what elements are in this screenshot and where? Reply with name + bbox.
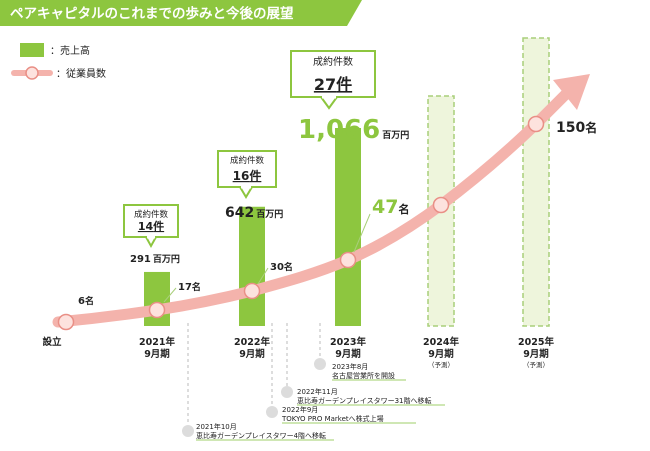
x-tick-note-y2024: （予測） bbox=[428, 360, 454, 369]
contracts-value-y2021: 14件 bbox=[138, 219, 164, 233]
x-tick-y2024: 2024年 bbox=[423, 336, 459, 348]
employee-label-leader bbox=[163, 287, 177, 303]
employee-line-arrowhead bbox=[553, 74, 590, 110]
x-tick-sub-y2021: 9月期 bbox=[144, 348, 170, 360]
contracts-callout-y2023: 成約件数 27件 bbox=[290, 50, 376, 110]
x-tick-y2021: 2021年 bbox=[139, 336, 175, 348]
employee-label-y2022: 30名 bbox=[270, 261, 293, 273]
event-dot bbox=[182, 425, 194, 437]
contracts-callout-y2022: 成約件数 16件 bbox=[217, 150, 277, 199]
employee-marker-y2021 bbox=[148, 301, 166, 319]
event-dot bbox=[266, 406, 278, 418]
x-tick-y2023: 2023年 bbox=[330, 336, 366, 348]
event-date: 2022年9月 bbox=[282, 405, 318, 414]
employee-label-y2025: 150名 bbox=[556, 120, 597, 136]
employee-label-y2021: 17名 bbox=[178, 281, 201, 293]
employee-line-layer bbox=[52, 74, 590, 331]
sales-label-y2023: 1,066 百万円 bbox=[298, 115, 409, 145]
legend: ：売上高 ：従業員数 bbox=[11, 43, 106, 80]
employee-label-est: 6名 bbox=[78, 295, 94, 307]
event-dot bbox=[281, 386, 293, 398]
bar-sales-forecast-y2025 bbox=[522, 37, 550, 327]
contracts-title: 成約件数 bbox=[313, 55, 353, 68]
contracts-value-y2022: 16件 bbox=[233, 168, 262, 183]
event-text: 名古屋営業所を開設 bbox=[332, 371, 395, 380]
employee-marker-est bbox=[57, 313, 75, 331]
event-text: TOKYO PRO Marketへ株式上場 bbox=[281, 414, 384, 423]
title-banner: ペアキャピタルのこれまでの歩みと今後の展望 bbox=[0, 0, 362, 26]
employee-marker-y2025 bbox=[527, 115, 545, 133]
legend-label-employees: ：従業員数 bbox=[56, 67, 106, 80]
events-layer: 2023年8月名古屋営業所を開設2022年11月恵比寿ガーデンプレイスタワー31… bbox=[182, 323, 445, 441]
x-tick-y2025: 2025年 bbox=[518, 336, 554, 348]
x-tick-est: 設立 bbox=[42, 336, 62, 348]
contracts-title: 成約件数 bbox=[134, 209, 169, 220]
event-text: 恵比寿ガーデンプレイスタワー4階へ移転 bbox=[196, 431, 326, 440]
event-text: 恵比寿ガーデンプレイスタワー31階へ移転 bbox=[297, 396, 432, 405]
employee-label-y2023: 47名 bbox=[372, 196, 409, 218]
legend-swatch-employees-marker bbox=[25, 66, 39, 80]
event-date: 2021年10月 bbox=[196, 422, 237, 431]
bar-sales-y2022 bbox=[239, 206, 265, 326]
event-date: 2022年11月 bbox=[297, 387, 338, 396]
contracts-title: 成約件数 bbox=[230, 155, 265, 166]
event-dot bbox=[314, 358, 326, 370]
chart-title: ペアキャピタルのこれまでの歩みと今後の展望 bbox=[10, 5, 294, 22]
contracts-value-y2023: 27件 bbox=[314, 75, 352, 94]
employee-label-leader bbox=[353, 213, 371, 253]
legend-label-sales: ：売上高 bbox=[50, 44, 90, 57]
sales-label-y2022: 642 百万円 bbox=[225, 205, 283, 221]
bars-layer bbox=[144, 37, 550, 327]
employee-marker-y2023 bbox=[339, 251, 357, 269]
x-tick-note-y2025: （予測） bbox=[523, 360, 549, 369]
legend-swatch-sales bbox=[20, 43, 44, 57]
x-tick-sub-y2024: 9月期 bbox=[428, 348, 454, 360]
x-tick-sub-y2023: 9月期 bbox=[335, 348, 361, 360]
sales-label-y2021: 291 百万円 bbox=[130, 254, 180, 265]
x-axis-ticks: 設立 2021年9月期2022年9月期2023年9月期2024年9月期（予測）20… bbox=[42, 336, 554, 369]
event-date: 2023年8月 bbox=[332, 362, 368, 371]
employee-marker-y2024 bbox=[432, 196, 450, 214]
callout-box bbox=[290, 50, 376, 98]
x-tick-y2022: 2022年 bbox=[234, 336, 270, 348]
employee-marker-y2022 bbox=[243, 282, 261, 300]
callout-pointer bbox=[319, 96, 339, 110]
x-tick-sub-y2022: 9月期 bbox=[239, 348, 265, 360]
bar-sales-y2023 bbox=[335, 128, 361, 326]
x-tick-sub-y2025: 9月期 bbox=[523, 348, 549, 360]
employee-label-leader bbox=[257, 267, 269, 285]
